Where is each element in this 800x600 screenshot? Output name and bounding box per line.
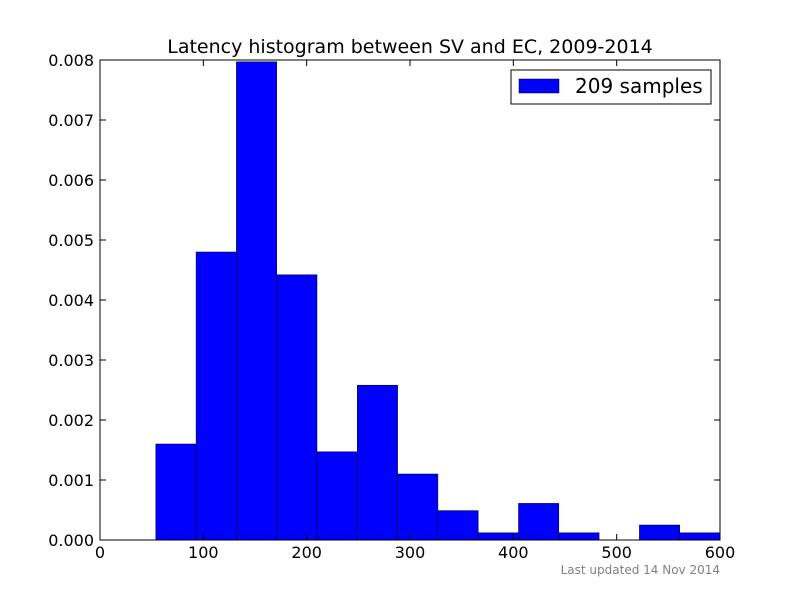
y-tick-label: 0.002: [48, 411, 94, 430]
histogram-bar-8: [477, 532, 519, 541]
legend-label: 209 samples: [575, 74, 703, 98]
histogram-bar-13: [679, 532, 721, 541]
legend-swatch: [518, 78, 560, 94]
histogram-bar-5: [357, 384, 398, 541]
y-tick-label: 0.005: [48, 231, 94, 250]
plot-frame: [99, 59, 721, 541]
y-tick-label: 0.004: [48, 291, 94, 310]
x-tick-label: 600: [705, 543, 736, 562]
y-tick-label: 0.000: [48, 531, 94, 550]
x-tick-label: 0: [95, 543, 105, 562]
histogram-bar-12: [639, 524, 680, 541]
x-tick-label: 400: [498, 543, 529, 562]
y-tick-label: 0.006: [48, 171, 94, 190]
y-tick-label: 0.007: [48, 111, 94, 130]
histogram-bar-2: [236, 61, 277, 541]
histogram-bar-9: [518, 503, 560, 541]
x-tick-label: 300: [395, 543, 426, 562]
histogram-bar-4: [316, 451, 358, 541]
y-tick-label: 0.001: [48, 471, 94, 490]
x-tick-label: 100: [188, 543, 219, 562]
y-tick-label: 0.003: [48, 351, 94, 370]
last-updated-note: Last updated 14 Nov 2014: [561, 563, 720, 577]
bars-group: [155, 61, 721, 541]
x-tick-label: 500: [601, 543, 632, 562]
chart-title: Latency histogram between SV and EC, 200…: [167, 36, 653, 58]
legend: 209 samples: [510, 69, 712, 105]
y-tick-label: 0.008: [48, 51, 94, 70]
x-tick-label: 200: [291, 543, 322, 562]
histogram-bar-6: [397, 473, 439, 541]
histogram-bar-7: [437, 510, 479, 541]
ticks-group: 0 100 200 300 400 500 600 0.000 0.001 0.002 0.003 0…: [48, 51, 735, 562]
histogram-bar-10: [558, 532, 600, 541]
histogram-bar-3: [276, 274, 318, 541]
histogram-bar-1: [195, 251, 237, 541]
histogram-bar-0: [155, 443, 197, 541]
